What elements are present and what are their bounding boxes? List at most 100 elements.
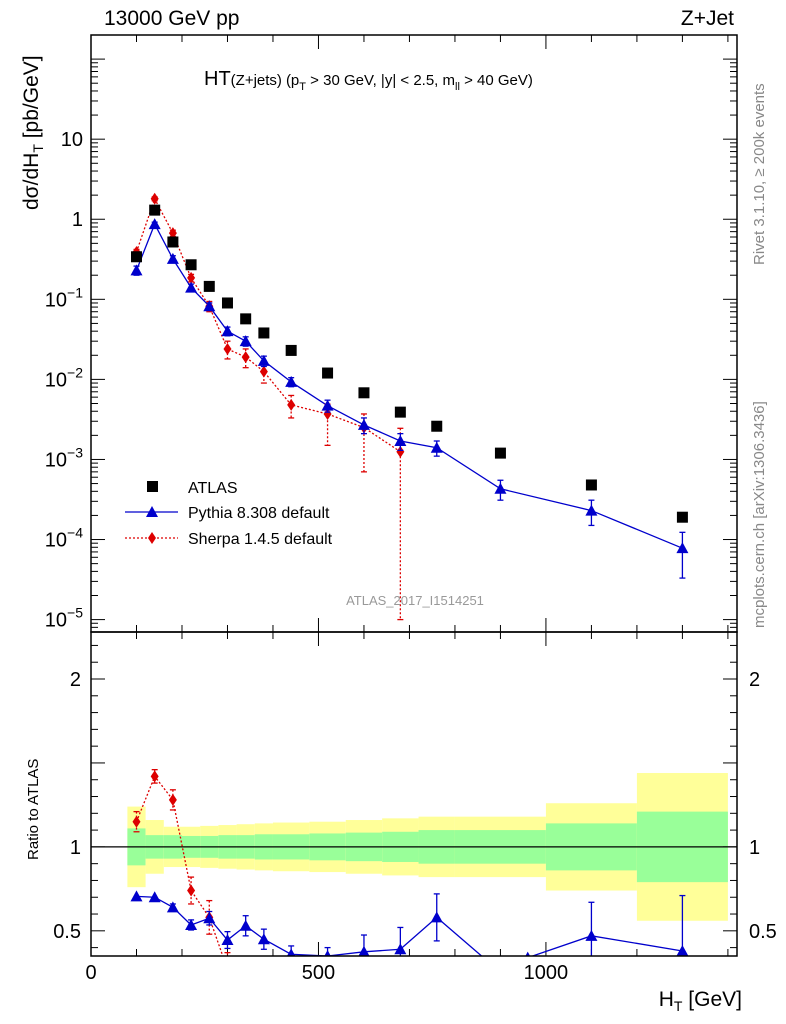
x-tick-label: 500 <box>302 962 335 984</box>
pythia-ratio-point <box>148 891 161 903</box>
legend-marker-pythia <box>146 506 158 517</box>
legend-label-pythia: Pythia 8.308 default <box>188 505 330 522</box>
y-tick-label-base: 10 <box>45 449 67 471</box>
pythia-point <box>676 542 689 554</box>
atlas-point <box>394 406 406 418</box>
sherpa-point <box>241 351 250 364</box>
x-axis-label-unit: [GeV] <box>682 988 742 1011</box>
atlas-point <box>221 297 233 309</box>
x-tick-label: 1000 <box>524 962 569 984</box>
pythia-point <box>430 441 443 453</box>
pythia-point <box>357 418 370 430</box>
y-tick-label-base: 10 <box>45 289 67 311</box>
main-y-label-text: dσ/dH <box>20 153 43 210</box>
sherpa-point <box>150 192 159 205</box>
pythia-ratio-point <box>221 934 234 946</box>
main-y-label-unit: [pb/GeV] <box>20 55 43 144</box>
legend-marker-sherpa <box>148 532 156 544</box>
main-y-label: dσ/dHT [pb/GeV] <box>20 55 46 210</box>
ratio-plot-marks <box>130 769 689 975</box>
sherpa-point <box>396 445 405 458</box>
pythia-point <box>130 264 143 276</box>
sherpa-ratio-point <box>223 963 231 975</box>
ratio-y-tick-label-right: 1 <box>749 837 760 859</box>
sherpa-ratio-line <box>135 775 224 956</box>
pythia-ratio-point <box>485 958 497 969</box>
ratio-axis-ticks: 0 500 1000 0.5 0.5 1 1 2 2 <box>53 632 777 984</box>
plot-title-sub: (Z+jets) <box>231 72 282 89</box>
ratio-y-tick-label-right: 0.5 <box>749 921 777 943</box>
y-tick-label: 10−3 <box>45 444 83 471</box>
pythia-ratio-point <box>394 943 407 955</box>
main-y-label-sub: T <box>30 144 46 153</box>
x-tick-label: 0 <box>85 962 96 984</box>
pythia-point <box>239 335 252 347</box>
pythia-ratio-point <box>166 901 179 913</box>
pythia-point <box>285 375 298 387</box>
pythia-point <box>221 325 234 337</box>
atlas-point <box>585 479 597 491</box>
sherpa-ratio-point <box>168 793 177 806</box>
plot-title-cuts-1: (p <box>286 72 299 89</box>
y-tick-label-exponent: −2 <box>67 364 83 380</box>
pythia-ratio-point <box>185 918 198 930</box>
atlas-point <box>322 367 334 379</box>
pythia-point <box>148 218 161 230</box>
y-tick-label-exponent: −5 <box>67 605 83 621</box>
plot-title-cuts-4: ll <box>455 81 460 93</box>
analysis-watermark: ATLAS_2017_I1514251 <box>346 593 484 608</box>
y-tick-label: 10−1 <box>45 284 83 311</box>
atlas-point <box>149 204 161 216</box>
x-axis-label: HT [GeV] <box>659 988 742 1014</box>
sherpa-ratio-point <box>132 815 141 828</box>
atlas-point <box>203 280 215 292</box>
y-tick-label-base: 10 <box>45 530 67 552</box>
ratio-y-label: Ratio to ATLAS <box>25 759 42 860</box>
y-tick-label: 10 <box>61 129 83 151</box>
sherpa-ratio-point <box>187 884 196 897</box>
source-label: mcplots.cern.ch [arXiv:1306.3436] <box>751 401 768 628</box>
sherpa-line <box>135 197 401 453</box>
pythia-line <box>135 222 683 549</box>
atlas-point <box>431 420 443 432</box>
sherpa-ratio-point <box>150 770 159 783</box>
ratio-uncertainty-bands <box>91 773 737 921</box>
plot-title-main: HT <box>204 68 231 90</box>
atlas-point <box>240 313 252 325</box>
legend-label-sherpa: Sherpa 1.4.5 default <box>188 531 333 548</box>
y-tick-label: 10−4 <box>45 525 83 552</box>
pythia-ratio-point <box>239 919 252 931</box>
y-tick-label-base: 10 <box>45 369 67 391</box>
plot-title-cuts-5: > 40 GeV) <box>460 72 533 89</box>
legend-label-atlas: ATLAS <box>188 480 238 497</box>
y-tick-label: 1 <box>72 209 83 231</box>
plot-title: HT(Z+jets) (pT > 30 GeV, |y| < 2.5, mll >… <box>204 68 533 93</box>
y-tick-label-exponent: −3 <box>67 444 83 460</box>
pythia-point <box>321 399 334 411</box>
sherpa-point <box>168 227 177 240</box>
legend: ATLAS Pythia 8.308 default Sherpa 1.4.5 … <box>125 480 333 548</box>
atlas-point <box>167 236 179 248</box>
y-tick-label-base: 10 <box>45 610 67 632</box>
ratio-y-tick-label: 0.5 <box>53 921 81 943</box>
pythia-point <box>203 300 216 312</box>
x-axis-label-text: H <box>659 988 674 1011</box>
pythia-point <box>394 435 407 447</box>
pythia-point <box>185 281 198 293</box>
pythia-point <box>166 252 179 264</box>
atlas-point <box>258 327 270 339</box>
rivet-version-label: Rivet 3.1.10, ≥ 200k events <box>751 83 768 265</box>
pythia-ratio-point <box>130 890 143 902</box>
ratio-panel: 0 500 1000 0.5 0.5 1 1 2 2 Ratio to ATLAS HT [Ge… <box>25 631 777 1014</box>
main-plot-marks <box>130 192 689 621</box>
pythia-ratio-point <box>430 911 443 923</box>
atlas-point <box>494 447 506 459</box>
plot-title-cuts-3: > 30 GeV, |y| < 2.5, m <box>306 72 455 89</box>
pythia-ratio-point <box>358 945 370 956</box>
atlas-point <box>185 259 197 271</box>
ratio-frame <box>90 631 738 957</box>
ratio-y-tick-label: 1 <box>70 837 81 859</box>
